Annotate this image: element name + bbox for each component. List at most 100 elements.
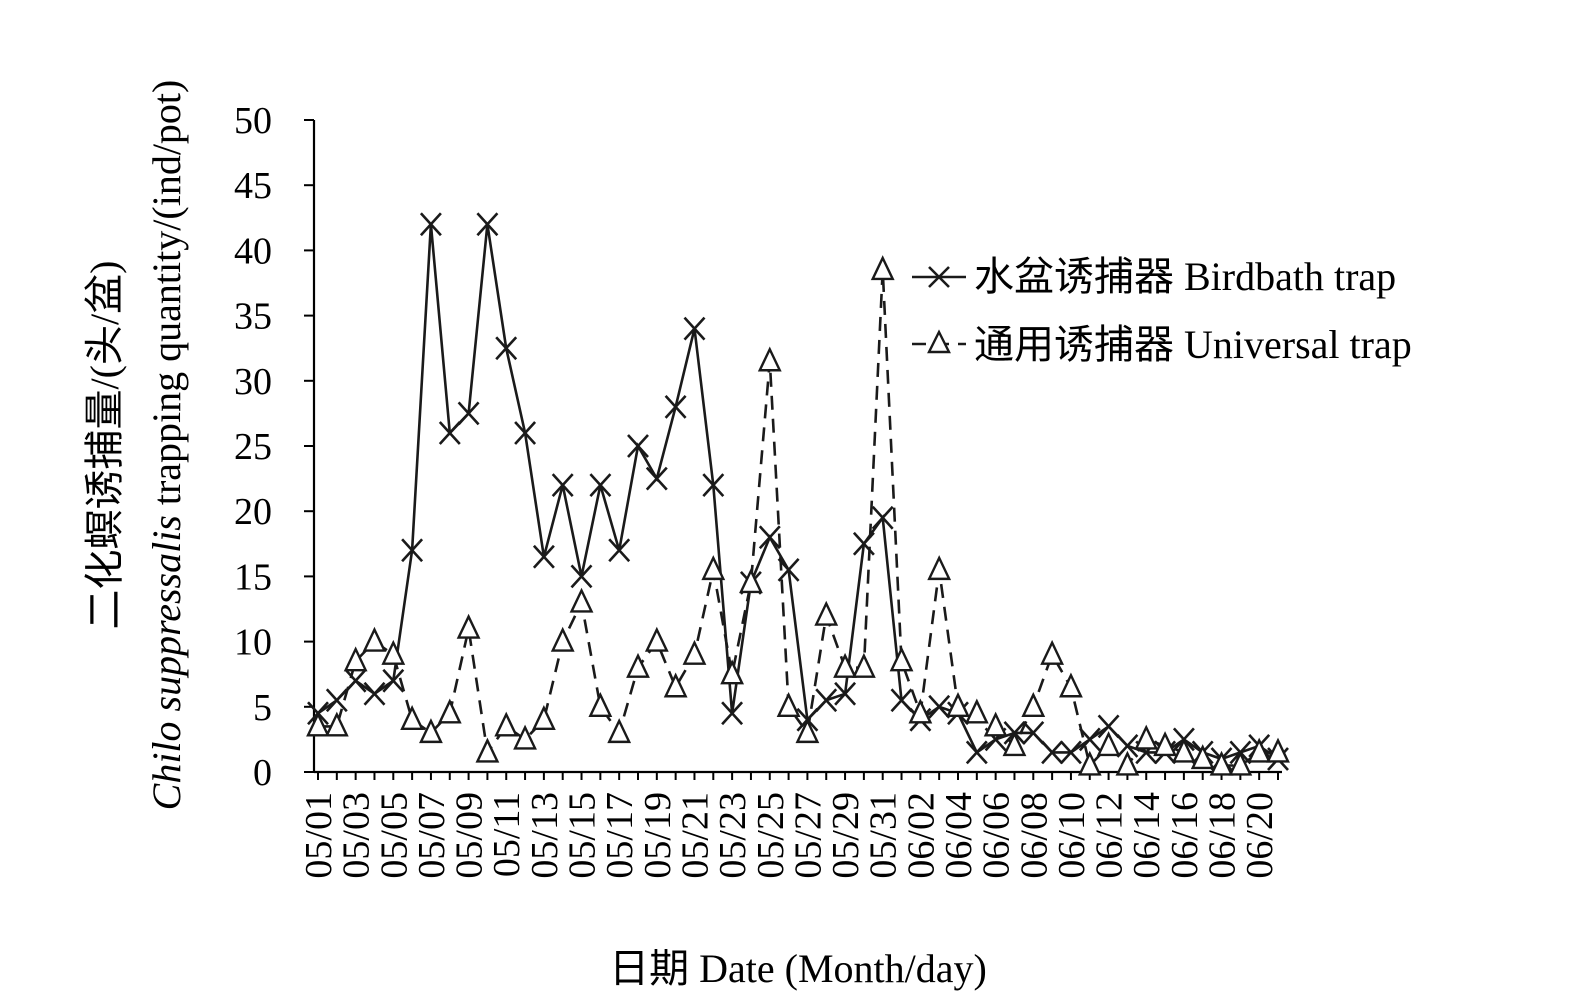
- data-point-x: [871, 505, 894, 530]
- data-point-triangle: [362, 626, 387, 652]
- data-point-triangle: [1153, 731, 1177, 757]
- data-point-triangle: [964, 698, 989, 724]
- data-point-triangle: [908, 698, 933, 724]
- data-point-triangle: [419, 718, 443, 744]
- series-layer: [306, 212, 1290, 776]
- series-universal: [306, 255, 1290, 776]
- data-point-triangle: [946, 692, 970, 717]
- data-point-triangle: [531, 705, 556, 731]
- x-tick-label: 06/16: [1164, 792, 1206, 879]
- x-tick-label: 05/01: [298, 792, 340, 879]
- data-point-triangle: [437, 698, 462, 724]
- x-tick-label: 05/07: [411, 792, 453, 879]
- data-point-triangle: [701, 555, 726, 581]
- y-tick-label: 30: [234, 361, 272, 403]
- x-tick-label: 05/11: [486, 792, 528, 877]
- data-point-triangle: [1021, 692, 1046, 717]
- data-point-x: [401, 538, 424, 563]
- data-point-x: [382, 668, 405, 693]
- x-marker-icon: [928, 266, 950, 288]
- data-point-triangle: [400, 705, 425, 731]
- data-point-triangle: [1190, 744, 1215, 770]
- y-axis-title-cn: 二化螟诱捕量/(头/盆): [82, 261, 127, 630]
- data-point-triangle: [682, 639, 707, 665]
- data-point-triangle: [607, 718, 632, 744]
- data-point-x: [702, 473, 725, 497]
- x-axis-title: 日期 Date (Month/day): [609, 946, 987, 991]
- data-point-triangle: [1266, 737, 1290, 763]
- y-ticks: 0 5 10 15 20 25 30 35 40 45 50: [234, 100, 314, 794]
- legend-item-birdbath: 水盆诱捕器 Birdbath trap: [912, 254, 1396, 299]
- y-tick-label: 45: [234, 165, 272, 207]
- data-point-triangle: [513, 724, 537, 750]
- data-point-x: [457, 401, 480, 426]
- y-tick-label: 0: [253, 752, 272, 794]
- x-tick-label: 05/27: [787, 792, 829, 879]
- y-tick-label: 15: [234, 556, 272, 598]
- x-tick-label: 05/23: [712, 792, 754, 879]
- data-point-x: [1078, 727, 1101, 752]
- y-tick-label: 50: [234, 100, 272, 142]
- x-tick-label: 06/20: [1239, 792, 1281, 879]
- data-point-triangle: [757, 346, 782, 372]
- x-tick-label: 06/10: [1051, 792, 1093, 879]
- x-tick-label: 05/09: [449, 792, 491, 879]
- y-tick-label: 5: [253, 687, 272, 729]
- data-point-x: [514, 421, 537, 445]
- x-tick-label: 06/08: [1013, 792, 1055, 879]
- data-point-triangle: [795, 718, 820, 744]
- data-point-triangle: [475, 737, 500, 763]
- x-tick-label: 06/18: [1202, 792, 1244, 879]
- x-tick-label: 05/05: [373, 792, 415, 879]
- data-point-triangle: [569, 587, 594, 613]
- legend-label-universal: 通用诱捕器 Universal trap: [974, 322, 1412, 367]
- data-point-triangle: [306, 711, 330, 737]
- y-axis-title: 二化螟诱捕量/(头/盆) Chilo suppressalis trapping…: [82, 80, 189, 811]
- data-point-triangle: [588, 692, 613, 717]
- data-point-triangle: [833, 652, 857, 678]
- data-point-x: [608, 538, 631, 563]
- data-point-x: [1097, 714, 1120, 739]
- x-tick-label: 05/03: [336, 792, 378, 879]
- data-point-x: [683, 316, 706, 341]
- series-line: [317, 224, 1279, 761]
- data-point-triangle: [889, 646, 914, 672]
- y-tick-label: 10: [234, 622, 272, 664]
- x-tick-label: 06/12: [1089, 792, 1131, 879]
- data-point-x: [965, 740, 988, 765]
- data-point-x: [438, 421, 461, 445]
- x-tick-label: 05/29: [825, 792, 867, 879]
- data-point-triangle: [456, 613, 481, 639]
- data-point-x: [834, 681, 857, 706]
- y-tick-label: 40: [234, 230, 272, 272]
- data-point-triangle: [1096, 731, 1121, 757]
- y-axis-title-en: Chilo suppressalis trapping quantity/(in…: [144, 80, 189, 811]
- x-tick-label: 06/02: [900, 792, 942, 879]
- y-tick-label: 20: [234, 491, 272, 533]
- data-point-triangle: [644, 626, 669, 652]
- data-point-triangle: [381, 639, 406, 665]
- data-point-x: [551, 473, 574, 497]
- data-point-triangle: [1040, 639, 1065, 665]
- data-point-x: [928, 694, 951, 719]
- data-point-x: [1022, 721, 1045, 745]
- y-axis-title-species: Chilo suppressalis: [144, 515, 189, 810]
- x-tick-label: 05/21: [674, 792, 716, 879]
- data-point-triangle: [1247, 737, 1272, 763]
- x-tick-label: 05/17: [599, 792, 641, 879]
- data-point-x: [495, 336, 518, 361]
- y-tick-label: 35: [234, 296, 272, 338]
- triangle-marker-icon: [927, 329, 951, 354]
- data-point-x: [815, 688, 838, 713]
- data-point-x: [363, 681, 386, 706]
- data-point-triangle: [1134, 724, 1159, 750]
- data-point-triangle: [927, 555, 952, 581]
- data-point-x: [1116, 734, 1139, 758]
- data-point-triangle: [1059, 672, 1083, 698]
- data-point-x: [721, 701, 744, 726]
- legend: 水盆诱捕器 Birdbath trap 通用诱捕器 Universal trap: [912, 254, 1412, 367]
- legend-item-universal: 通用诱捕器 Universal trap: [912, 322, 1412, 367]
- x-tick-label: 06/06: [976, 792, 1018, 879]
- data-point-triangle: [776, 692, 801, 717]
